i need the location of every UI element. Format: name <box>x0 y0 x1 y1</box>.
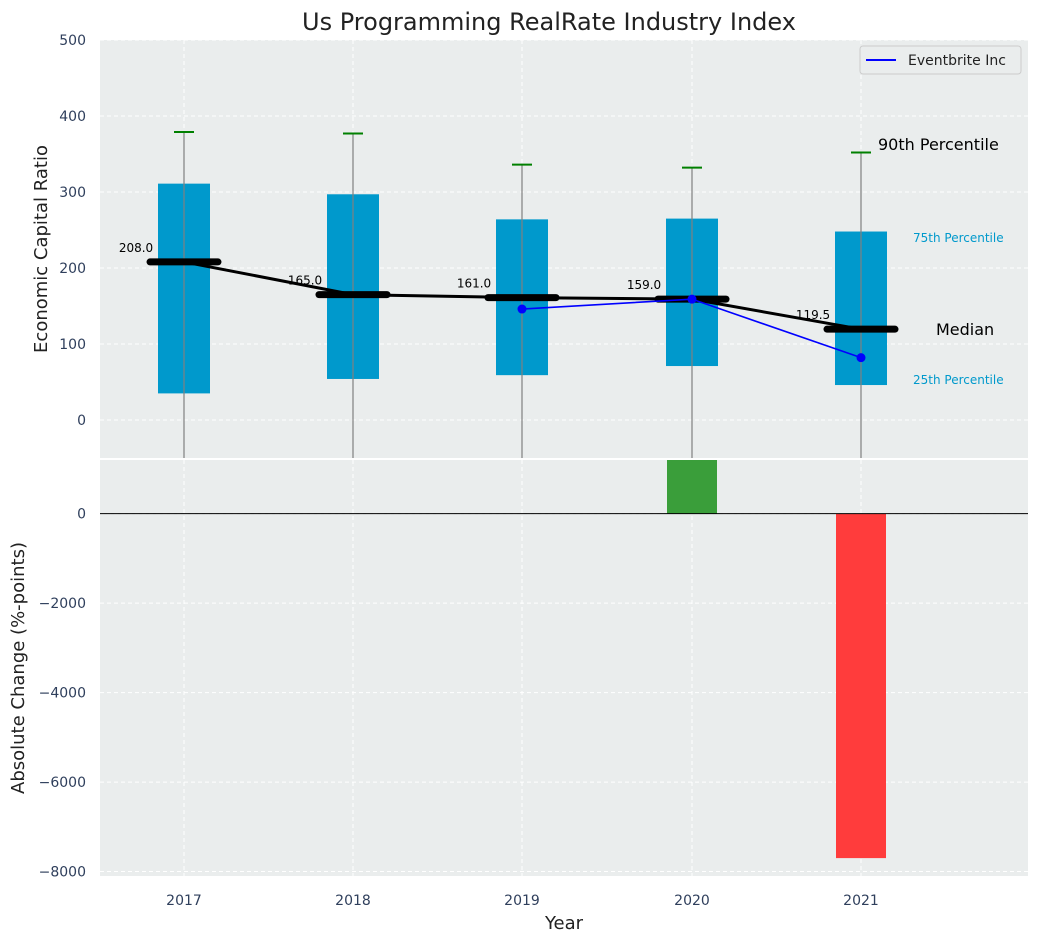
median-label-2017: 208.0 <box>119 241 153 255</box>
x-tick-label-2020: 2020 <box>674 893 710 909</box>
x-tick-label-2018: 2018 <box>335 893 371 909</box>
bottom-y-axis-label: Absolute Change (%-points) <box>8 542 29 794</box>
top-y-tick-label: 500 <box>59 33 86 49</box>
top-y-axis-label: Economic Capital Ratio <box>31 145 52 353</box>
series-point-2019 <box>517 304 527 314</box>
top-y-tick-label: 400 <box>59 109 86 125</box>
x-tick-labels: 2017 2018 2019 2020 2021 <box>166 893 879 909</box>
bottom-plot-area <box>100 460 1028 876</box>
change-bars <box>667 460 886 859</box>
p25-annotation: 25th Percentile <box>913 373 1004 387</box>
bottom-y-tick-label: −8000 <box>39 865 86 881</box>
series-point-2021 <box>856 353 866 363</box>
median-label-2021: 119.5 <box>796 308 830 322</box>
change-bar-2021 <box>836 513 886 859</box>
bottom-y-tick-labels: 0 −2000 −4000 −6000 −8000 <box>39 507 86 881</box>
median-label-2019: 161.0 <box>457 277 491 291</box>
bottom-y-tick-label: −4000 <box>39 686 86 702</box>
chart-title: Us Programming RealRate Industry Index <box>302 8 796 36</box>
top-grid <box>100 39 1028 458</box>
change-bar-2020 <box>667 460 717 514</box>
bottom-y-tick-label: −6000 <box>39 775 86 791</box>
x-axis-label: Year <box>544 913 584 934</box>
legend: Eventbrite Inc <box>859 45 1022 75</box>
median-line-group: 208.0 165.0 161.0 159.0 119.5 <box>119 241 899 333</box>
top-y-tick-labels: 0 100 200 300 400 500 <box>59 33 86 429</box>
x-tick-label-2017: 2017 <box>166 893 202 909</box>
top-y-tick-label: 0 <box>77 413 86 429</box>
legend-box <box>859 45 1022 75</box>
p75-annotation: 75th Percentile <box>913 231 1004 245</box>
median-label-2020: 159.0 <box>627 278 661 292</box>
top-y-tick-label: 300 <box>59 185 86 201</box>
median-annotation: Median <box>936 320 994 339</box>
legend-label-eventbrite: Eventbrite Inc <box>908 53 1006 69</box>
series-point-2020 <box>687 294 697 304</box>
percentile-annotations: 90th Percentile 75th Percentile Median 2… <box>878 135 1004 387</box>
bottom-y-tick-label: −2000 <box>39 596 86 612</box>
x-tick-label-2021: 2021 <box>843 893 879 909</box>
eventbrite-series <box>517 294 866 363</box>
p90-annotation: 90th Percentile <box>878 135 999 154</box>
x-tick-label-2019: 2019 <box>504 893 540 909</box>
top-y-tick-label: 100 <box>59 337 86 353</box>
median-label-2018: 165.0 <box>288 274 322 288</box>
top-plot-area <box>100 40 1028 458</box>
top-y-tick-label: 200 <box>59 261 86 277</box>
bottom-y-tick-label: 0 <box>77 507 86 523</box>
